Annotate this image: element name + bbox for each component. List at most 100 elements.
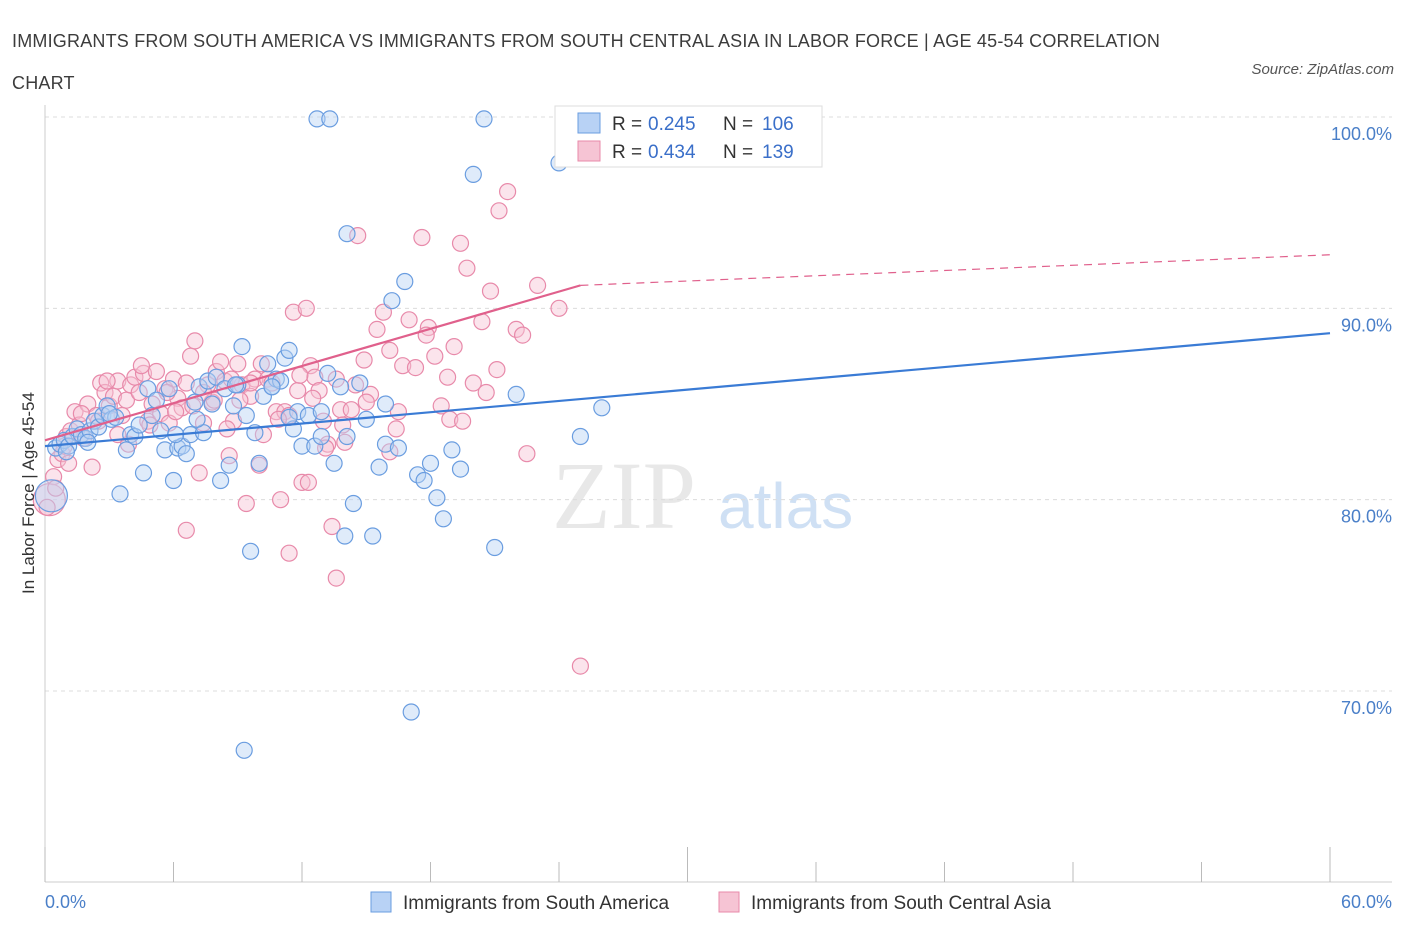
south-central-asia-point xyxy=(130,383,148,402)
y-tick-label-90: 90.0% xyxy=(1341,315,1392,335)
south-central-asia-point xyxy=(207,362,225,381)
south-central-asia-point xyxy=(400,311,418,329)
south-america-point xyxy=(134,464,153,482)
south-america-point xyxy=(156,441,174,459)
south-central-asia-point xyxy=(323,517,341,536)
south-america-point xyxy=(235,741,253,759)
south-central-asia-point xyxy=(272,491,290,509)
correlation-legend: R = 0.245 N = 106 R = 0.434 N = 139 xyxy=(554,105,823,168)
south-central-asia-point xyxy=(182,347,200,365)
south-central-asia-point xyxy=(289,382,307,400)
south-central-asia-point xyxy=(374,303,392,321)
south-central-asia-point xyxy=(387,420,405,438)
south-america-point xyxy=(237,406,255,425)
south-central-asia-point xyxy=(518,445,536,463)
legend-n-value-1: 106 xyxy=(762,114,794,135)
south-america-point xyxy=(402,703,420,721)
south-central-asia-point xyxy=(92,374,110,392)
south-america-point xyxy=(434,510,452,528)
south-america-point xyxy=(280,341,298,359)
south-america-point xyxy=(396,272,414,291)
south-america-point xyxy=(306,437,324,455)
legend-n-value-2: 139 xyxy=(762,142,794,163)
south-central-asia-point xyxy=(406,359,425,377)
series-legend: Immigrants from South America Immigrants… xyxy=(370,891,1051,914)
south-central-asia-point xyxy=(299,473,317,491)
axes xyxy=(44,105,1392,883)
south-central-asia-point xyxy=(79,395,97,413)
south-central-asia-point xyxy=(291,366,309,384)
trend-line-south-central-asia xyxy=(44,284,581,442)
south-america-point xyxy=(364,527,382,545)
trend-lines xyxy=(44,254,1331,448)
south-america-point xyxy=(376,395,395,413)
south-central-asia-point xyxy=(66,403,84,421)
south-america-point xyxy=(212,471,230,490)
south-central-asia-point xyxy=(499,183,517,201)
south-central-asia-point xyxy=(451,234,470,252)
south-central-asia-point xyxy=(167,403,185,421)
legend-r-label-1: R = xyxy=(612,114,642,135)
south-america-point xyxy=(259,355,277,373)
south-america-point xyxy=(451,460,470,478)
south-central-asia-point xyxy=(550,299,568,317)
south-america-point xyxy=(464,165,482,183)
south-central-asia-point xyxy=(237,494,255,513)
south-central-asia-point xyxy=(269,410,287,428)
south-central-asia-point xyxy=(368,320,386,338)
south-america-point xyxy=(139,380,157,398)
south-america-point xyxy=(263,378,281,396)
south-america-point xyxy=(130,416,148,434)
south-central-asia-point xyxy=(327,569,345,587)
legend-n-label-1: N = xyxy=(723,114,753,135)
south-america-point xyxy=(57,443,76,461)
south-central-asia-point xyxy=(229,355,247,373)
south-central-asia-point xyxy=(481,282,500,300)
south-america-point xyxy=(332,378,350,396)
south-america-point xyxy=(428,489,446,507)
trend-line-south-america xyxy=(44,332,1331,448)
south-america-point xyxy=(312,427,330,446)
south-central-asia-point xyxy=(413,228,431,247)
south-america-point xyxy=(280,408,298,426)
south-central-asia-point xyxy=(177,374,195,392)
south-america-point xyxy=(409,466,427,484)
south-america-point xyxy=(507,385,525,403)
series-legend-swatch-blue xyxy=(370,891,392,913)
south-central-asia-point xyxy=(349,227,367,245)
legend-r-value-2: 0.434 xyxy=(648,142,696,163)
south-america-point xyxy=(207,368,225,386)
south-central-asia-point xyxy=(426,347,444,365)
y-tick-label-70: 70.0% xyxy=(1341,698,1392,718)
south-america-point xyxy=(220,456,238,474)
south-america-point xyxy=(34,479,69,513)
south-america-point xyxy=(177,445,195,463)
south-central-asia-point xyxy=(212,353,230,371)
x-ticks xyxy=(44,847,1331,882)
south-central-asia-point xyxy=(381,341,399,359)
chart-title: IMMIGRANTS FROM SOUTH AMERICA VS IMMIGRA… xyxy=(12,31,1161,93)
south-central-asia-point xyxy=(284,303,302,321)
south-america-point xyxy=(312,403,330,421)
legend-r-value-1: 0.245 xyxy=(648,114,696,135)
legend-swatch-blue xyxy=(577,112,601,134)
legend-r-label-2: R = xyxy=(612,142,642,163)
south-america-point xyxy=(242,542,260,560)
south-america-point xyxy=(475,110,493,128)
south-america-point xyxy=(308,110,326,128)
south-america-point xyxy=(376,435,395,453)
south-america-point xyxy=(250,454,268,472)
south-america-point xyxy=(289,403,307,421)
south-america-point xyxy=(338,427,356,446)
south-central-asia-point xyxy=(293,473,311,491)
south-central-asia-point xyxy=(132,357,150,375)
south-central-asia-point xyxy=(306,368,324,386)
south-central-asia-point xyxy=(528,276,547,294)
south-america-point xyxy=(293,437,311,455)
south-central-asia-point xyxy=(242,387,260,405)
south-central-asia-point xyxy=(445,338,463,356)
south-central-asia-point xyxy=(571,657,590,675)
south-america-point xyxy=(188,410,206,428)
south-central-asia-point xyxy=(355,351,373,369)
